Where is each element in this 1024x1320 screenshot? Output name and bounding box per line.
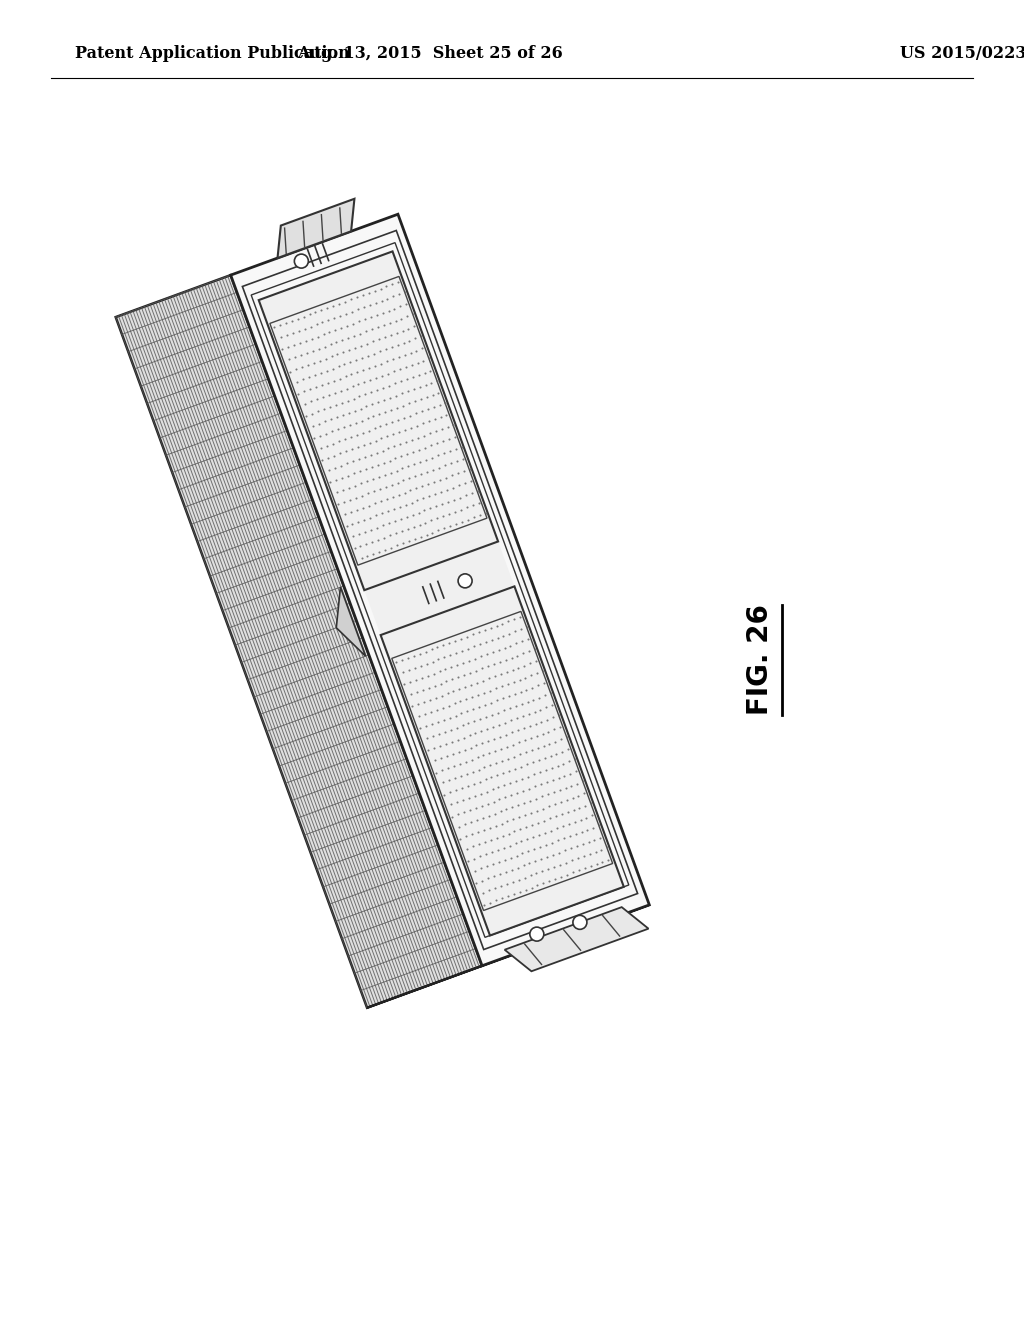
Circle shape <box>458 574 472 587</box>
Polygon shape <box>365 541 514 635</box>
Text: US 2015/0223639 A1: US 2015/0223639 A1 <box>900 45 1024 62</box>
Text: FIG. 26: FIG. 26 <box>746 605 774 715</box>
Polygon shape <box>278 199 354 257</box>
Circle shape <box>572 915 587 929</box>
Polygon shape <box>392 611 612 911</box>
Polygon shape <box>367 906 649 1007</box>
Polygon shape <box>270 276 487 565</box>
Text: Aug. 13, 2015  Sheet 25 of 26: Aug. 13, 2015 Sheet 25 of 26 <box>297 45 563 62</box>
Circle shape <box>294 255 308 268</box>
Polygon shape <box>230 214 649 966</box>
Polygon shape <box>381 586 624 936</box>
Polygon shape <box>336 587 366 656</box>
Polygon shape <box>116 275 482 1007</box>
Polygon shape <box>259 251 498 590</box>
Circle shape <box>529 927 544 941</box>
Text: Patent Application Publication: Patent Application Publication <box>75 45 350 62</box>
Polygon shape <box>505 907 648 972</box>
